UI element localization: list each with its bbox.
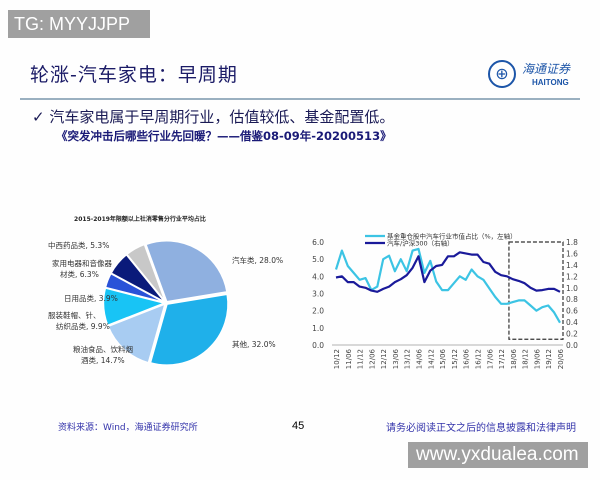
y-left-tick-label: 6.0 [312, 238, 324, 247]
y-left-tick-label: 2.0 [312, 307, 324, 316]
y-right-tick-label: 0.8 [566, 295, 578, 304]
x-tick-label: 20/06 [557, 348, 565, 369]
y-right-tick-label: 0.2 [566, 330, 578, 339]
x-tick-label: 19/06 [533, 348, 541, 369]
x-tick-label: 16/12 [474, 349, 482, 369]
watermark-bottom: www.yxdualea.com [408, 442, 588, 468]
pie-slice [107, 302, 167, 364]
x-tick-label: 10/12 [333, 349, 341, 369]
pie-slice-label: 材类, 6.3% [60, 269, 99, 279]
pie-slice-label: 中西药品类, 5.3% [48, 240, 109, 250]
pie-slice-label: 家用电器和音像器 [52, 258, 112, 268]
legend-label: 基金重仓股中汽车行业市值占比（%，左轴） [387, 232, 517, 241]
y-right-tick-label: 0.4 [566, 318, 578, 327]
x-tick-label: 13/06 [392, 348, 400, 369]
pie-title: 2015-2019年限额以上社消零售分行业平均占比 [74, 215, 206, 223]
line-chart: 0.0 1.0 2.0 3.0 4.0 5.0 6.0 0.0 0.2 0.4 0.6 0.8 1.0 1… [312, 232, 578, 370]
report-reference: 《突发冲击后哪些行业先回暖？——借鉴08-09年-20200513》 [56, 129, 392, 143]
legend-label: 汽车/沪深300（右轴） [387, 239, 454, 248]
x-tick-label: 11/06 [345, 348, 353, 369]
pie-slice [125, 243, 166, 303]
y-right-tick-label: 1.6 [566, 249, 578, 258]
x-tick-label: 14/12 [427, 349, 435, 369]
x-tick-label: 17/06 [486, 348, 494, 369]
y-left-tick-label: 0.0 [312, 341, 324, 350]
x-tick-label: 18/06 [510, 348, 518, 369]
pie-slice [144, 240, 228, 303]
series-line-1 [334, 247, 561, 324]
source-note: 资料来源：Wind，海通证券研究所 [58, 423, 198, 433]
x-tick-label: 11/12 [357, 349, 365, 369]
y-right-tick-label: 0.6 [566, 307, 578, 316]
y-left-tick-label: 5.0 [312, 255, 324, 264]
pie-slice [149, 293, 229, 366]
y-right-tick-label: 0.0 [566, 341, 578, 350]
logo-text-cn: 海通证券 [522, 62, 571, 76]
pie-slice-label: 纺织品类, 9.9% [56, 321, 110, 331]
title-divider [20, 98, 580, 100]
series-line-2 [335, 251, 561, 293]
x-tick-label: 12/12 [380, 349, 388, 369]
x-tick-label: 16/06 [463, 348, 471, 369]
logo-text-en: HAITONG [532, 78, 569, 87]
watermark-top: TG: MYYJJPP [8, 10, 150, 38]
y-right-tick-label: 1.2 [566, 272, 578, 281]
x-tick-label: 14/06 [416, 348, 424, 369]
pie-slice-label: 服装鞋帽、针、 [48, 310, 101, 320]
x-tick-label: 19/12 [545, 349, 553, 369]
haitong-emblem-icon: ⊕ [488, 60, 516, 88]
y-right-tick-label: 1.0 [566, 284, 578, 293]
haitong-logo: ⊕ 海通证券 HAITONG [488, 58, 580, 94]
highlight-box [508, 241, 564, 340]
x-tick-label: 15/06 [439, 348, 447, 369]
x-tick-label: 17/12 [498, 349, 506, 369]
pie-slice-label: 酒类, 14.7% [81, 355, 125, 365]
y-left-tick-label: 3.0 [312, 290, 324, 299]
pie-slice-label: 其他, 32.0% [232, 339, 276, 349]
x-tick-label: 18/12 [522, 349, 530, 369]
bullet-point: ✓ 汽车家电属于早周期行业，估值较低、基金配置低。 [32, 108, 395, 126]
y-left-tick-label: 1.0 [312, 324, 324, 333]
disclaimer: 请务必阅读正文之后的信息披露和法律声明 [386, 423, 576, 434]
y-left-tick-label: 4.0 [312, 272, 324, 281]
x-tick-label: 15/12 [451, 349, 459, 369]
pie-slice-label: 日用品类, 3.9% [64, 293, 118, 303]
pie-slice-label: 粮油食品、饮料烟 [73, 344, 133, 354]
x-tick-label: 13/12 [404, 349, 412, 369]
x-tick-label: 12/06 [368, 348, 376, 369]
pie-slice-label: 汽车类, 28.0% [232, 255, 283, 265]
page-number: 45 [292, 420, 305, 432]
y-right-tick-label: 1.8 [566, 238, 578, 247]
y-right-tick-label: 1.4 [566, 261, 578, 270]
page-title: 轮涨-汽车家电：早周期 [30, 64, 238, 86]
